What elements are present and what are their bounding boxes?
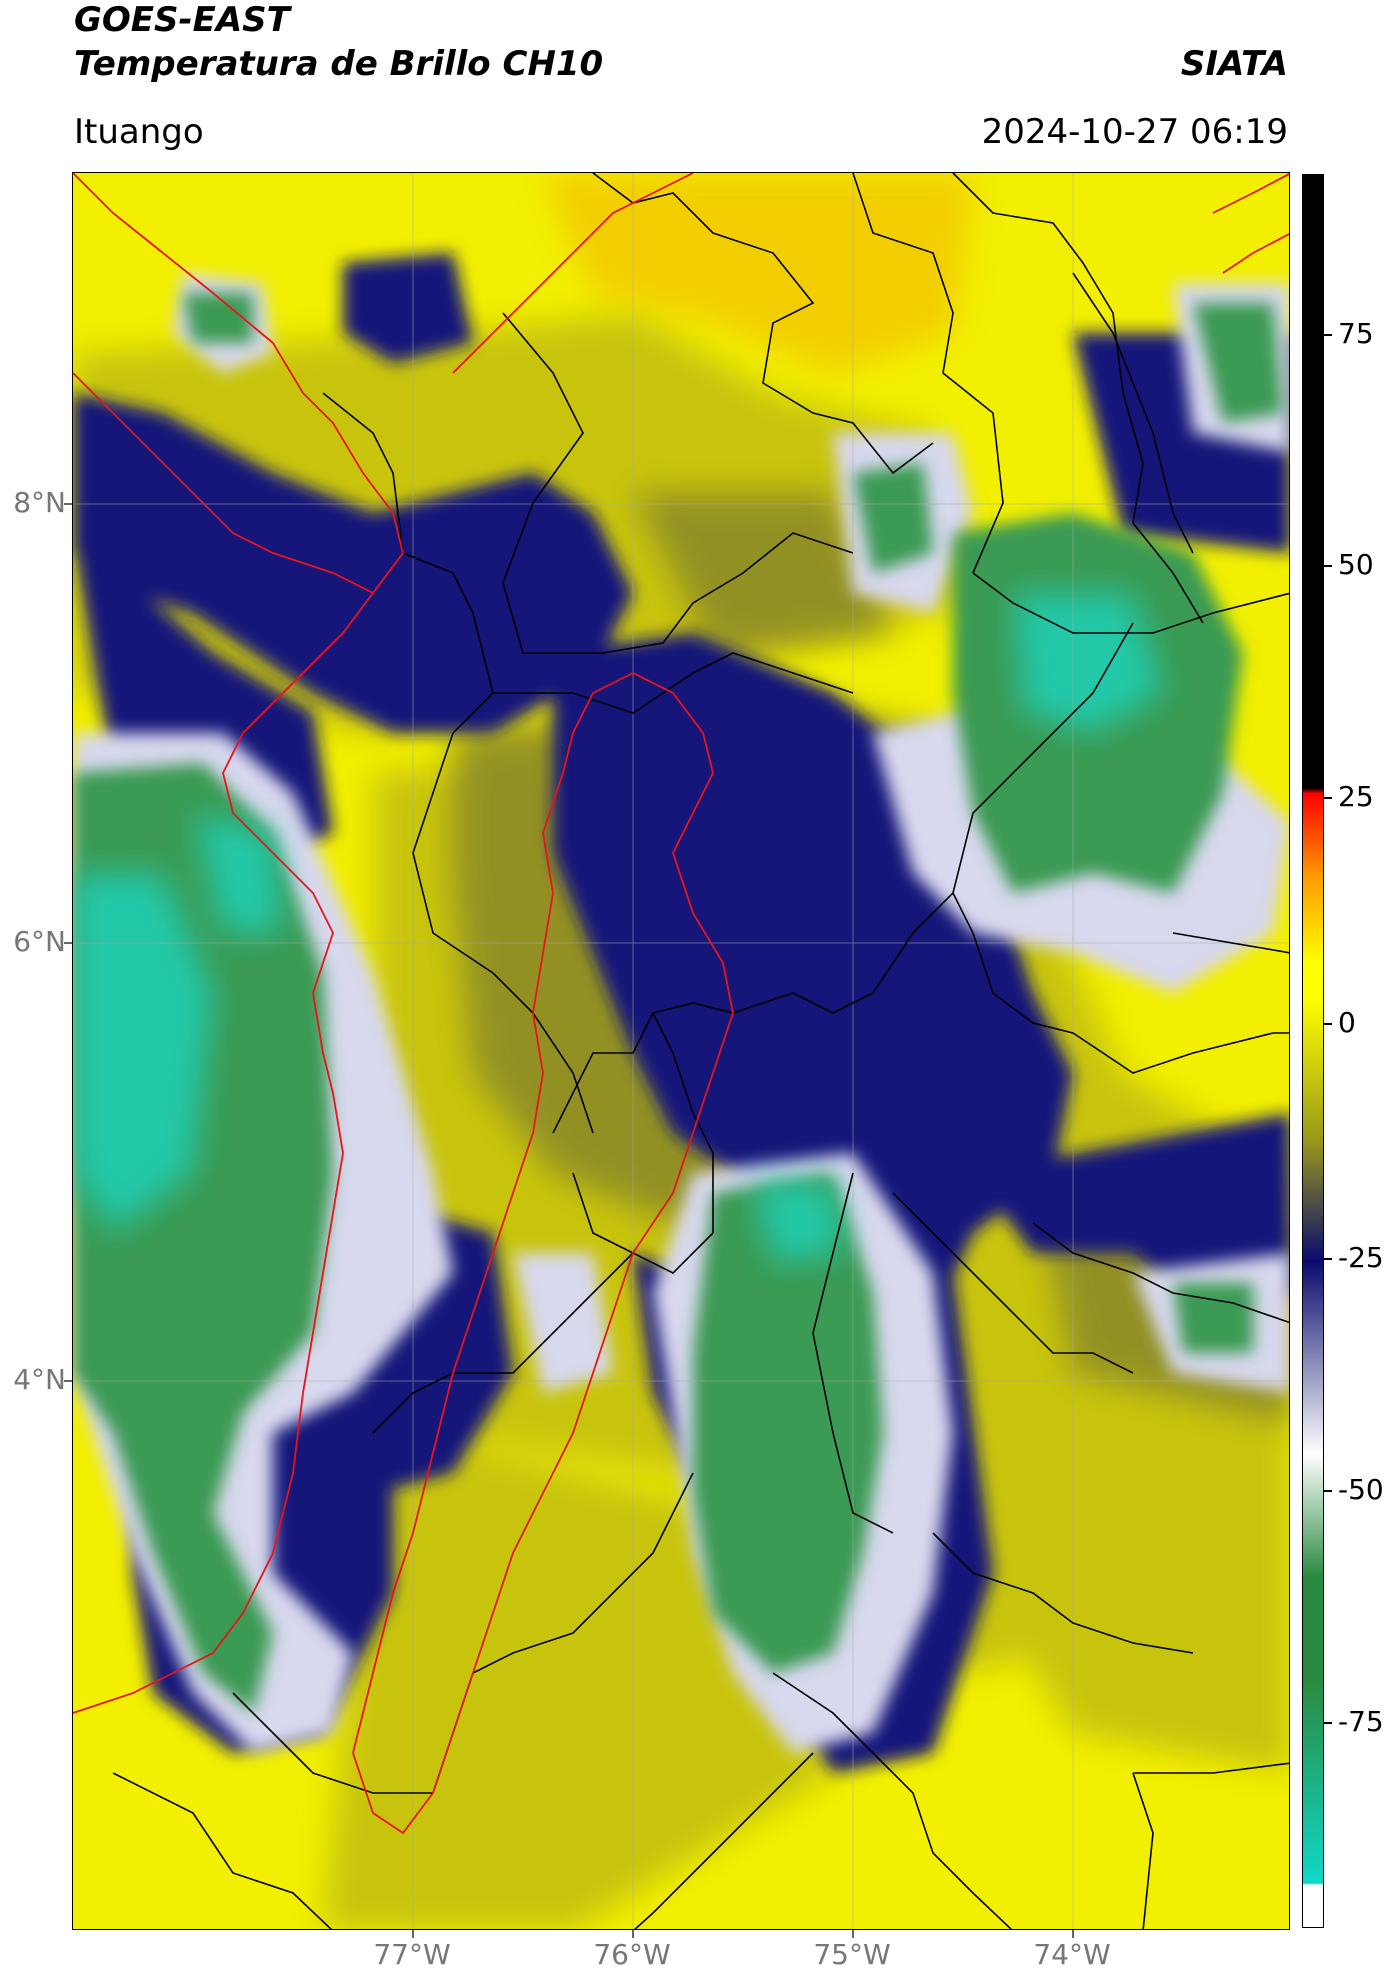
lon-tick-75w (852, 1930, 854, 1938)
title-line2: Temperatura de Brillo CH10 (74, 44, 604, 84)
colorbar (1302, 174, 1324, 1928)
colorbar-label-minus50: -50 (1338, 1473, 1384, 1506)
lat-label-6n: 6°N (13, 925, 66, 958)
colorbar-label-25: 25 (1338, 780, 1374, 813)
colorbar-label-50: 50 (1338, 548, 1374, 581)
lon-label-75w: 75°W (813, 1938, 891, 1971)
teal-layer (73, 593, 1163, 1263)
red-boundaries (73, 173, 1289, 1835)
lon-label-74w: 74°W (1033, 1938, 1111, 1971)
colorbar-tick-minus75 (1324, 1722, 1332, 1724)
lon-tick-77w (412, 1930, 414, 1938)
graticule (73, 173, 1289, 1929)
lat-tick-4n (64, 1380, 72, 1382)
colorbar-label-75: 75 (1338, 317, 1374, 350)
map-canvas (73, 173, 1289, 1929)
warm-region (543, 173, 973, 373)
colorbar-tick-50 (1324, 565, 1332, 567)
lat-tick-8n (64, 503, 72, 505)
colorbar-label-0: 0 (1338, 1006, 1356, 1039)
lat-tick-6n (64, 942, 72, 944)
colorbar-label-minus75: -75 (1338, 1705, 1384, 1738)
lon-tick-74w (1072, 1930, 1074, 1938)
lon-label-77w: 77°W (373, 1938, 451, 1971)
colorbar-tick-minus50 (1324, 1490, 1332, 1492)
colorbar-tick-0 (1324, 1023, 1332, 1025)
lon-label-76w: 76°W (593, 1938, 671, 1971)
timestamp-label: 2024-10-27 06:19 (981, 112, 1288, 152)
colorbar-label-minus25: -25 (1338, 1241, 1384, 1274)
colorbar-tick-75 (1324, 334, 1332, 336)
lat-label-4n: 4°N (13, 1363, 66, 1396)
admin-boundaries (112, 173, 1289, 1929)
colorbar-tick-minus25 (1324, 1258, 1332, 1260)
title-line1: GOES-EAST (74, 0, 290, 40)
lon-tick-76w (632, 1930, 634, 1938)
lat-label-8n: 8°N (13, 486, 66, 519)
agency-label: SIATA (1180, 44, 1288, 84)
location-label: Ituango (74, 112, 204, 152)
satellite-map[interactable] (72, 172, 1290, 1930)
colorbar-tick-25 (1324, 797, 1332, 799)
